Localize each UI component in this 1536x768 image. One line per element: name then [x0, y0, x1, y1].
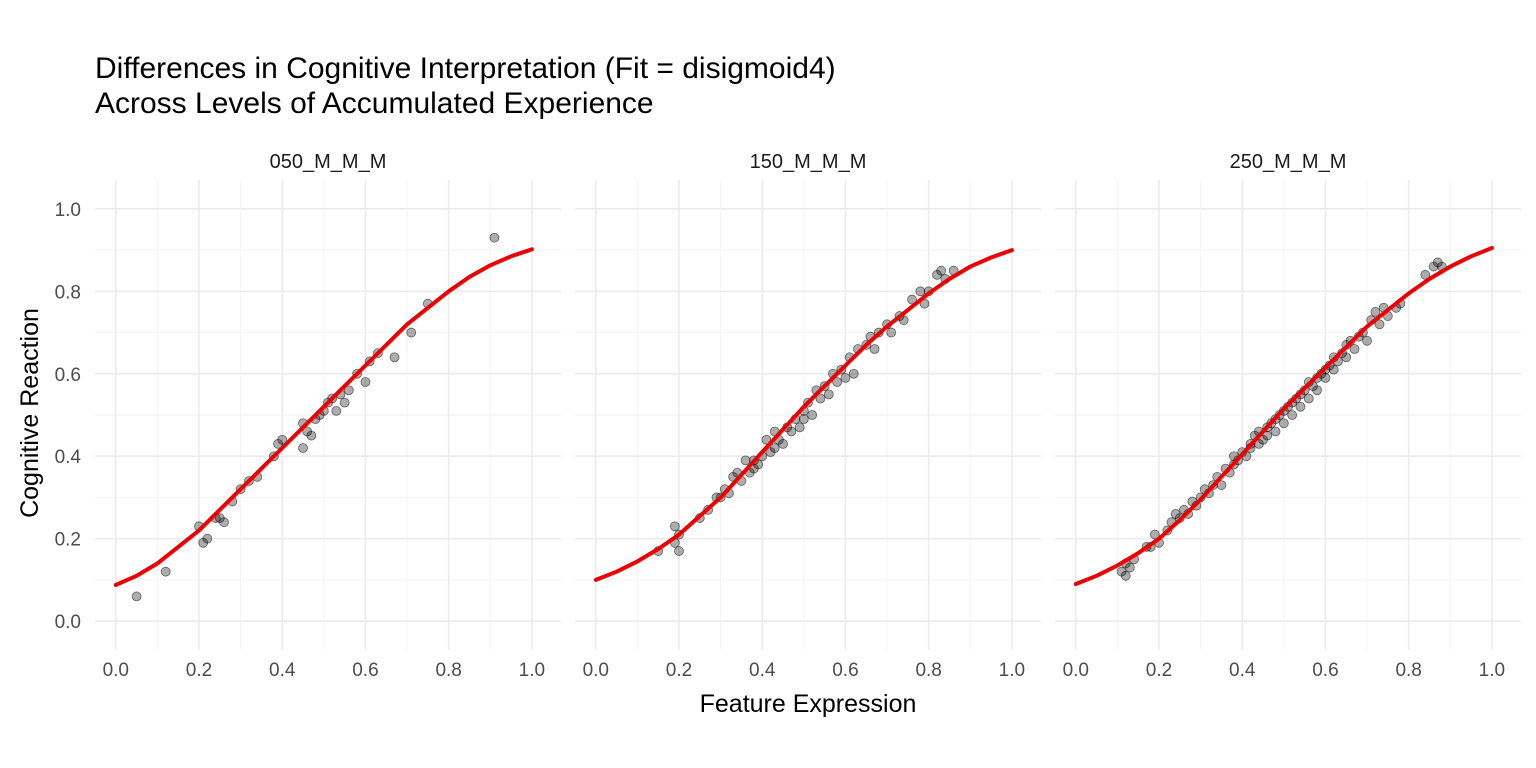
data-point	[1278, 418, 1289, 429]
y-tick-label: 0.0	[55, 612, 81, 633]
y-tick-label: 0.6	[55, 365, 81, 386]
fit-curve	[1073, 246, 1494, 586]
x-tick-label: 0.4	[269, 660, 296, 681]
data-point	[298, 443, 308, 453]
data-point	[915, 286, 926, 297]
y-tick-label: 0.4	[55, 447, 82, 468]
data-point	[1120, 570, 1131, 581]
data-point	[360, 377, 371, 387]
data-point	[1216, 480, 1227, 490]
data-point	[815, 393, 826, 404]
facet-strip-label: 050_M_M_M	[270, 151, 387, 173]
x-tick-label: 0.0	[583, 660, 609, 681]
x-tick-label: 0.2	[1146, 660, 1172, 681]
data-point	[131, 591, 142, 602]
data-point	[1320, 372, 1331, 383]
data-point	[1270, 426, 1281, 437]
data-point	[740, 455, 751, 466]
fit-curve	[593, 248, 1014, 582]
y-axis-title: Cognitive Reaction	[16, 308, 44, 518]
x-tick-label: 1.0	[1479, 660, 1505, 681]
data-point	[1149, 529, 1160, 540]
data-point	[1295, 401, 1306, 412]
data-point	[769, 443, 780, 453]
data-point	[1349, 344, 1360, 354]
data-point	[1420, 269, 1431, 280]
data-point	[339, 397, 350, 408]
chart-title-line-1: Differences in Cognitive Interpretation …	[95, 52, 836, 85]
data-point	[886, 327, 897, 338]
data-point	[907, 294, 917, 305]
data-point	[936, 265, 947, 276]
data-point	[1370, 307, 1381, 317]
facet-panel-2: 150_M_M_M 0.0 0.2 0.4 0.6 0.8 1.0	[575, 151, 1041, 681]
x-tick-label: 0.0	[103, 660, 129, 681]
data-point	[669, 521, 680, 532]
data-point	[840, 372, 851, 383]
y-tick-label: 0.8	[55, 282, 81, 303]
data-point	[406, 327, 417, 338]
x-tick-label: 1.0	[519, 660, 545, 681]
x-axis-title: Feature Expression	[700, 690, 917, 718]
data-point	[798, 414, 809, 425]
y-tick-label: 1.0	[55, 200, 81, 221]
chart-title-line-2: Across Levels of Accumulated Experience	[95, 87, 654, 120]
x-tick-label: 1.0	[999, 660, 1025, 681]
x-tick-label: 0.8	[1395, 660, 1421, 681]
data-point	[1362, 335, 1372, 346]
data-point	[1341, 352, 1352, 363]
data-point	[786, 426, 797, 437]
data-point	[1312, 385, 1323, 396]
data-point	[807, 410, 818, 420]
facet-strip-label: 250_M_M_M	[1230, 151, 1347, 173]
data-point	[778, 438, 788, 449]
data-point	[823, 389, 834, 400]
data-point	[219, 517, 229, 528]
data-point	[343, 385, 354, 396]
facet-panel-1: 050_M_M_M 0.0 0.2 0.4 0.6 0.8 1.0 0.0 0.2 0.4 0.6 0…	[55, 151, 561, 681]
data-point	[1374, 319, 1385, 330]
data-point	[389, 352, 400, 363]
facet-panel-3: 250_M_M_M 0.0 0.2 0.4 0.6 0.8 1.0	[1055, 151, 1521, 681]
x-tick-label: 0.8	[915, 660, 941, 681]
y-tick-label: 0.2	[55, 530, 81, 551]
data-point	[277, 434, 288, 445]
x-tick-label: 0.2	[186, 660, 212, 681]
data-point	[848, 368, 859, 379]
fit-curve	[113, 247, 534, 587]
data-point	[794, 422, 805, 433]
x-tick-label: 0.4	[1229, 660, 1256, 681]
facet-strip-label: 150_M_M_M	[750, 151, 867, 173]
data-point	[1328, 364, 1339, 375]
data-point	[306, 430, 317, 441]
data-point	[1287, 410, 1298, 420]
facet-panels: 050_M_M_M 0.0 0.2 0.4 0.6 0.8 1.0 0.0 0.2 0.4 0.6 0…	[55, 151, 1521, 681]
data-point	[1124, 562, 1135, 573]
data-point	[202, 533, 213, 544]
data-point	[489, 232, 500, 243]
data-point	[331, 405, 342, 416]
data-point	[832, 377, 843, 387]
x-tick-label: 0.6	[352, 660, 378, 681]
x-tick-label: 0.4	[749, 660, 776, 681]
data-point	[674, 546, 684, 556]
x-tick-label: 0.6	[832, 660, 858, 681]
x-tick-label: 0.0	[1063, 660, 1089, 681]
data-point	[160, 566, 171, 577]
data-point	[1262, 430, 1273, 441]
x-tick-label: 0.6	[1312, 660, 1338, 681]
data-point	[869, 344, 880, 354]
data-point	[1303, 393, 1314, 404]
x-tick-label: 0.8	[435, 660, 461, 681]
x-tick-label: 0.2	[666, 660, 692, 681]
